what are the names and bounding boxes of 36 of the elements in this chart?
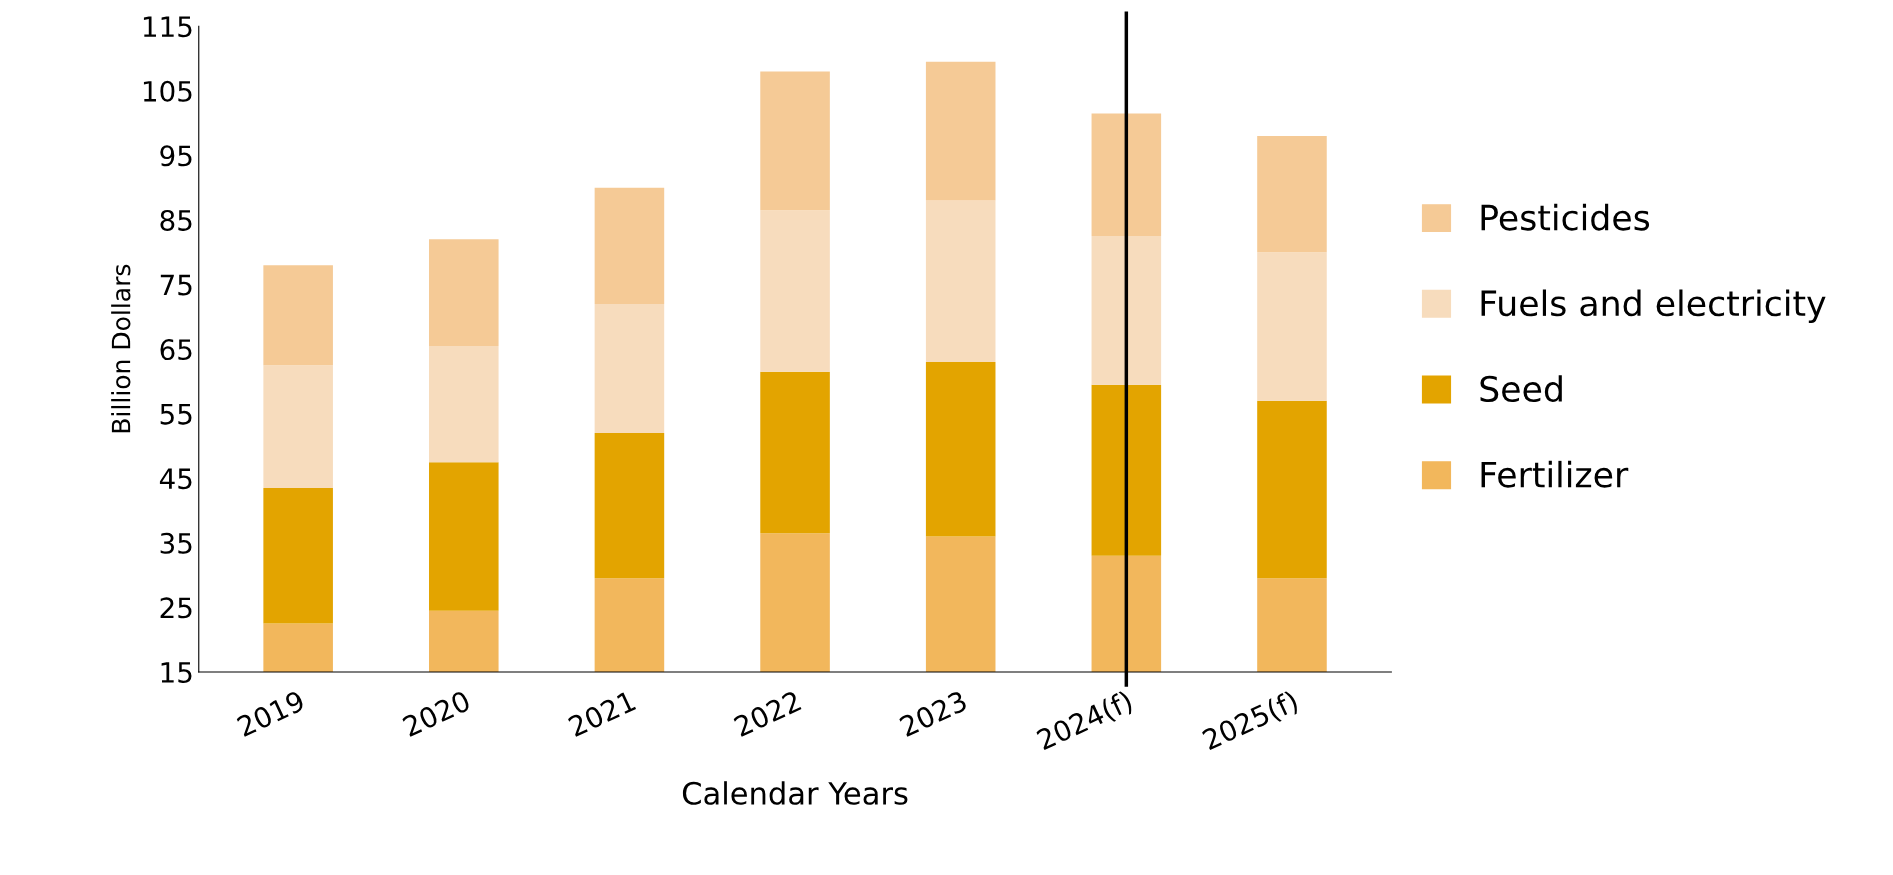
legend-label: Fertilizer xyxy=(1481,460,1629,488)
bar xyxy=(1257,136,1327,253)
bar xyxy=(263,265,333,366)
x-tick-label: 2021 xyxy=(567,690,637,738)
y-tick-label: 115 xyxy=(143,16,192,38)
y-tick-label: 15 xyxy=(161,662,192,683)
x-tick-label: 2023 xyxy=(898,690,968,738)
y-tick-label: 45 xyxy=(159,468,192,490)
y-tick-label: 65 xyxy=(160,339,192,361)
legend-label: Fuels and electricity xyxy=(1481,289,1826,324)
legend-label: Pesticides xyxy=(1481,203,1650,231)
y-tick-label: 75 xyxy=(160,274,192,296)
y-tick-label: 85 xyxy=(160,209,192,231)
bar xyxy=(429,345,499,463)
bar xyxy=(760,71,830,211)
bar xyxy=(263,365,333,488)
y-tick-label: 35 xyxy=(160,532,192,554)
y-tick-label: 25 xyxy=(160,597,192,619)
bar xyxy=(594,303,665,434)
y-tick-label: 55 xyxy=(160,404,192,425)
bar xyxy=(594,187,665,304)
bar xyxy=(429,239,499,346)
x-axis-title: Calendar Years xyxy=(682,781,908,805)
bar xyxy=(1091,236,1162,385)
y-tick-label: 95 xyxy=(160,145,192,167)
y-axis-title: Billion Dollars xyxy=(111,264,131,433)
bar xyxy=(760,210,830,372)
x-tick-label: 2020 xyxy=(401,689,472,738)
y-tick-label: 105 xyxy=(143,80,192,102)
bar xyxy=(1257,252,1327,401)
bar xyxy=(1091,113,1162,237)
x-tick-label: 2019 xyxy=(236,689,306,738)
legend-label: Seed xyxy=(1480,375,1562,403)
x-tick-label: 2022 xyxy=(733,690,802,738)
bar xyxy=(925,200,996,363)
bar xyxy=(925,61,996,201)
